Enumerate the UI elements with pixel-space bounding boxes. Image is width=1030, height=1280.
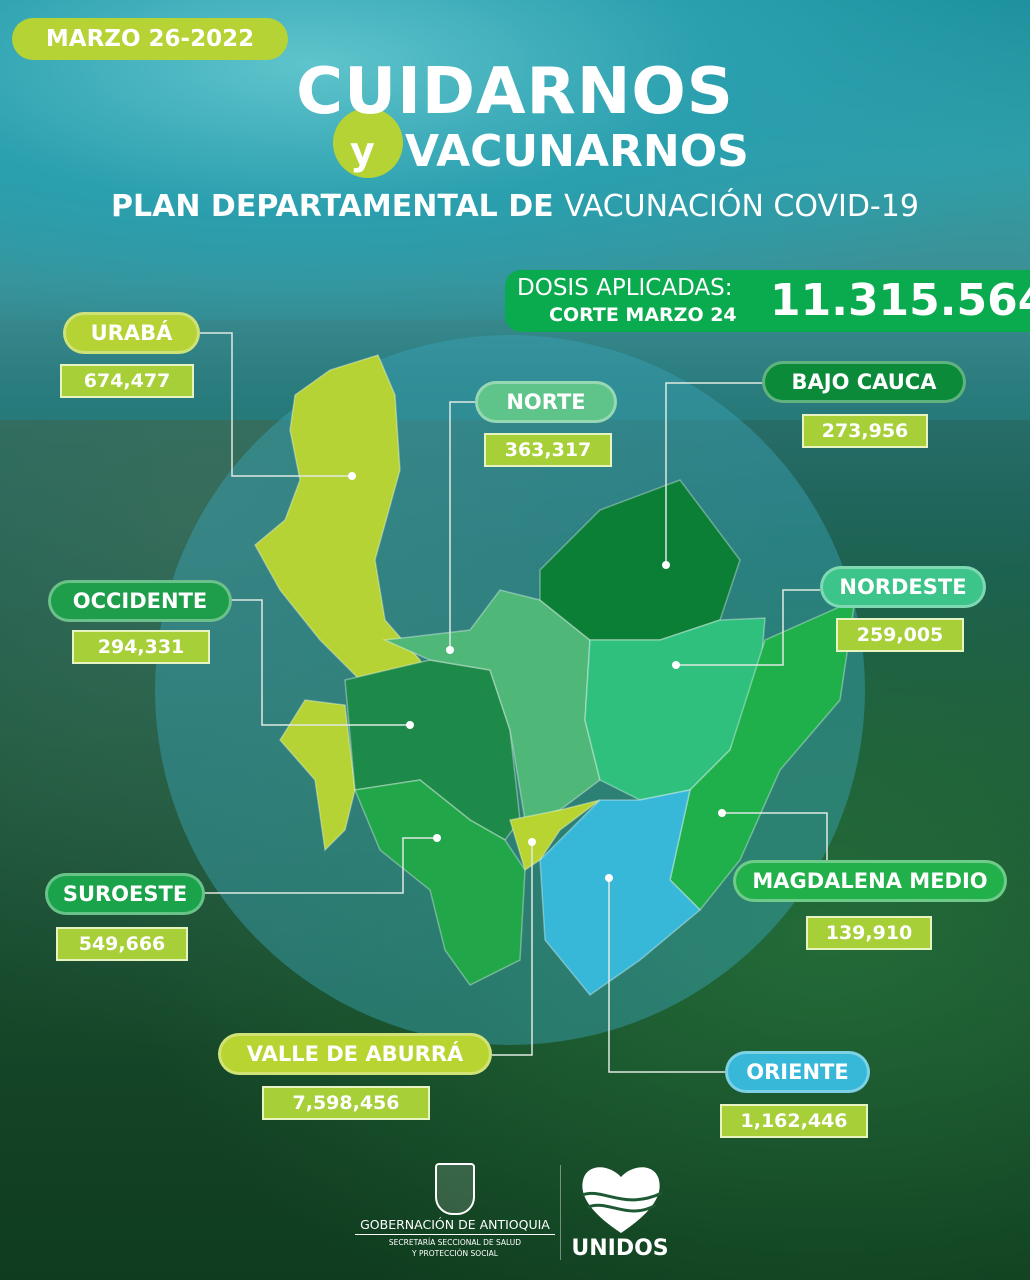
region-label-occidente: OCCIDENTE [48, 580, 232, 622]
region-value-bajo-cauca: 273,956 [802, 414, 928, 448]
region-value-norte: 363,317 [484, 433, 612, 467]
marker-bajo-cauca [662, 561, 670, 569]
leader-magdalena [722, 812, 828, 862]
region-label-suroeste: SUROESTE [45, 873, 205, 915]
marker-suroeste [433, 834, 441, 842]
total-value: 11.315.564 [770, 275, 1030, 326]
title-accent-circle [333, 108, 403, 178]
region-value-suroeste: 549,666 [56, 927, 188, 961]
region-suroeste [353, 779, 526, 986]
region-value-magdalena-medio: 139,910 [806, 916, 932, 950]
region-label-norte: NORTE [475, 381, 617, 423]
antioquia-coat-of-arms-icon [435, 1163, 475, 1215]
marker-valle [528, 838, 536, 846]
region-value-uraba: 674,477 [60, 364, 194, 398]
title-line2: VACUNARNOS [405, 126, 749, 177]
region-value-nordeste: 259,005 [836, 618, 964, 652]
leader-valle [492, 842, 533, 1056]
region-value-oriente: 1,162,446 [720, 1104, 868, 1138]
region-value-occidente: 294,331 [72, 630, 210, 664]
marker-uraba [348, 472, 356, 480]
region-label-uraba: URABÁ [63, 312, 200, 354]
unidos-wordmark: UNIDOS [571, 1236, 669, 1261]
title-y: y [350, 129, 375, 173]
footer-divider [560, 1165, 561, 1260]
region-label-bajo-cauca: BAJO CAUCA [762, 361, 966, 403]
region-label-oriente: ORIENTE [725, 1051, 870, 1093]
date-badge: MARZO 26-2022 [12, 18, 288, 60]
leader-uraba [200, 332, 352, 477]
leader-bajo-cauca [665, 382, 762, 565]
region-occidente [279, 699, 356, 852]
unidos-heart-logo-icon [581, 1167, 663, 1233]
marker-magdalena [718, 809, 726, 817]
region-oriente [539, 789, 702, 997]
total-doses-banner: DOSIS APLICADAS: CORTE MARZO 24 11.315.5… [505, 270, 1030, 332]
leader-nordeste [676, 589, 820, 666]
subtitle-light: VACUNACIÓN COVID-19 [564, 189, 919, 224]
subtitle: PLAN DEPARTAMENTAL DE VACUNACIÓN COVID-1… [0, 192, 1030, 222]
leader-occidente [230, 599, 410, 726]
leader-norte [449, 401, 475, 650]
marker-occidente [406, 721, 414, 729]
total-label: DOSIS APLICADAS: [517, 275, 733, 301]
region-label-valle-de-aburra: VALLE DE ABURRÁ [218, 1033, 492, 1075]
leader-oriente [608, 878, 725, 1073]
subtitle-bold: PLAN DEPARTAMENTAL DE [111, 189, 554, 224]
marker-norte [446, 646, 454, 654]
total-cutoff: CORTE MARZO 24 [549, 304, 737, 326]
marker-oriente [605, 874, 613, 882]
secretaria: SECRETARÍA SECCIONAL DE SALUD [388, 1238, 522, 1247]
marker-nordeste [672, 661, 680, 669]
gov-name: GOBERNACIÓN DE ANTIOQUIA [355, 1218, 555, 1235]
leader-suroeste [205, 837, 437, 894]
title-line1: CUIDARNOS [296, 55, 734, 129]
region-value-valle-de-aburra: 7,598,456 [262, 1086, 430, 1120]
region-label-magdalena-medio: MAGDALENA MEDIO [733, 860, 1007, 902]
proteccion: Y PROTECCIÓN SOCIAL [412, 1249, 498, 1258]
region-label-nordeste: NORDESTE [820, 566, 986, 608]
